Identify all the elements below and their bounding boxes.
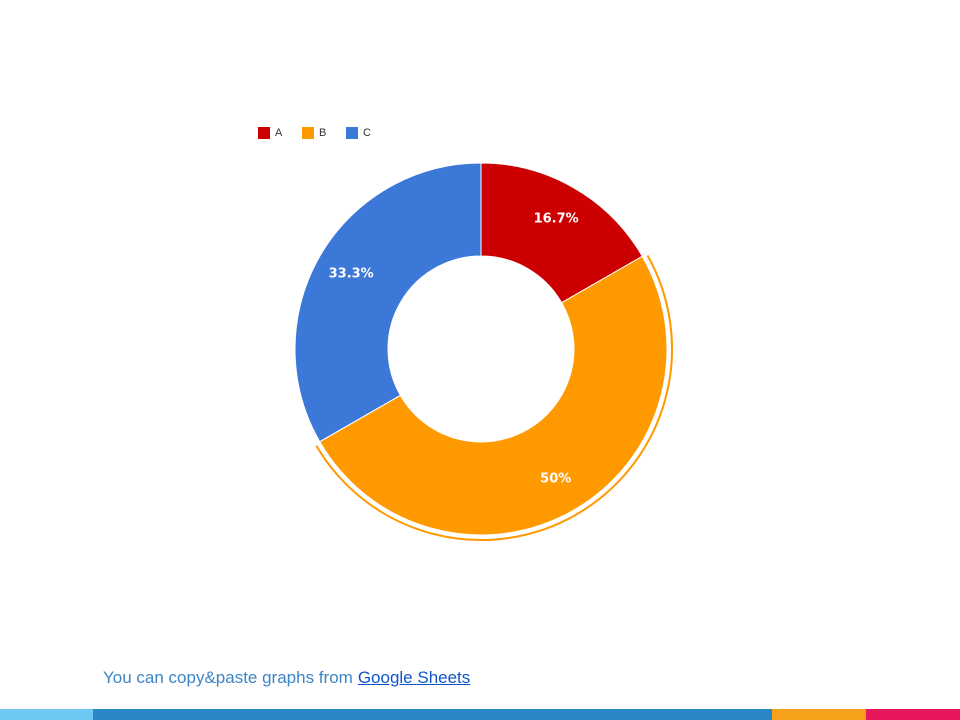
slice	[319, 255, 668, 536]
legend-label: C	[363, 127, 371, 139]
bottom-bar	[866, 709, 960, 720]
value-label: 50%	[540, 472, 571, 487]
legend-swatch	[346, 127, 358, 139]
slice	[294, 162, 482, 443]
footer: You can copy&paste graphs from Google She…	[103, 668, 470, 688]
slice-highlight	[315, 255, 673, 542]
legend-label: A	[275, 127, 283, 139]
value-label: 16.7%	[534, 212, 579, 227]
bottom-bar	[0, 709, 93, 720]
legend-swatch	[258, 127, 270, 139]
footer-text: You can copy&paste graphs from	[103, 668, 353, 687]
value-label: 33.3%	[329, 266, 374, 281]
bottom-bar	[93, 709, 772, 720]
chart: 16.7% 50% 33.3% A B C	[258, 127, 673, 542]
footer-link[interactable]: Google Sheets	[357, 668, 471, 687]
slice	[480, 162, 643, 304]
bottom-bar	[772, 709, 866, 720]
legend-label: B	[319, 127, 326, 139]
legend-swatch	[302, 127, 314, 139]
